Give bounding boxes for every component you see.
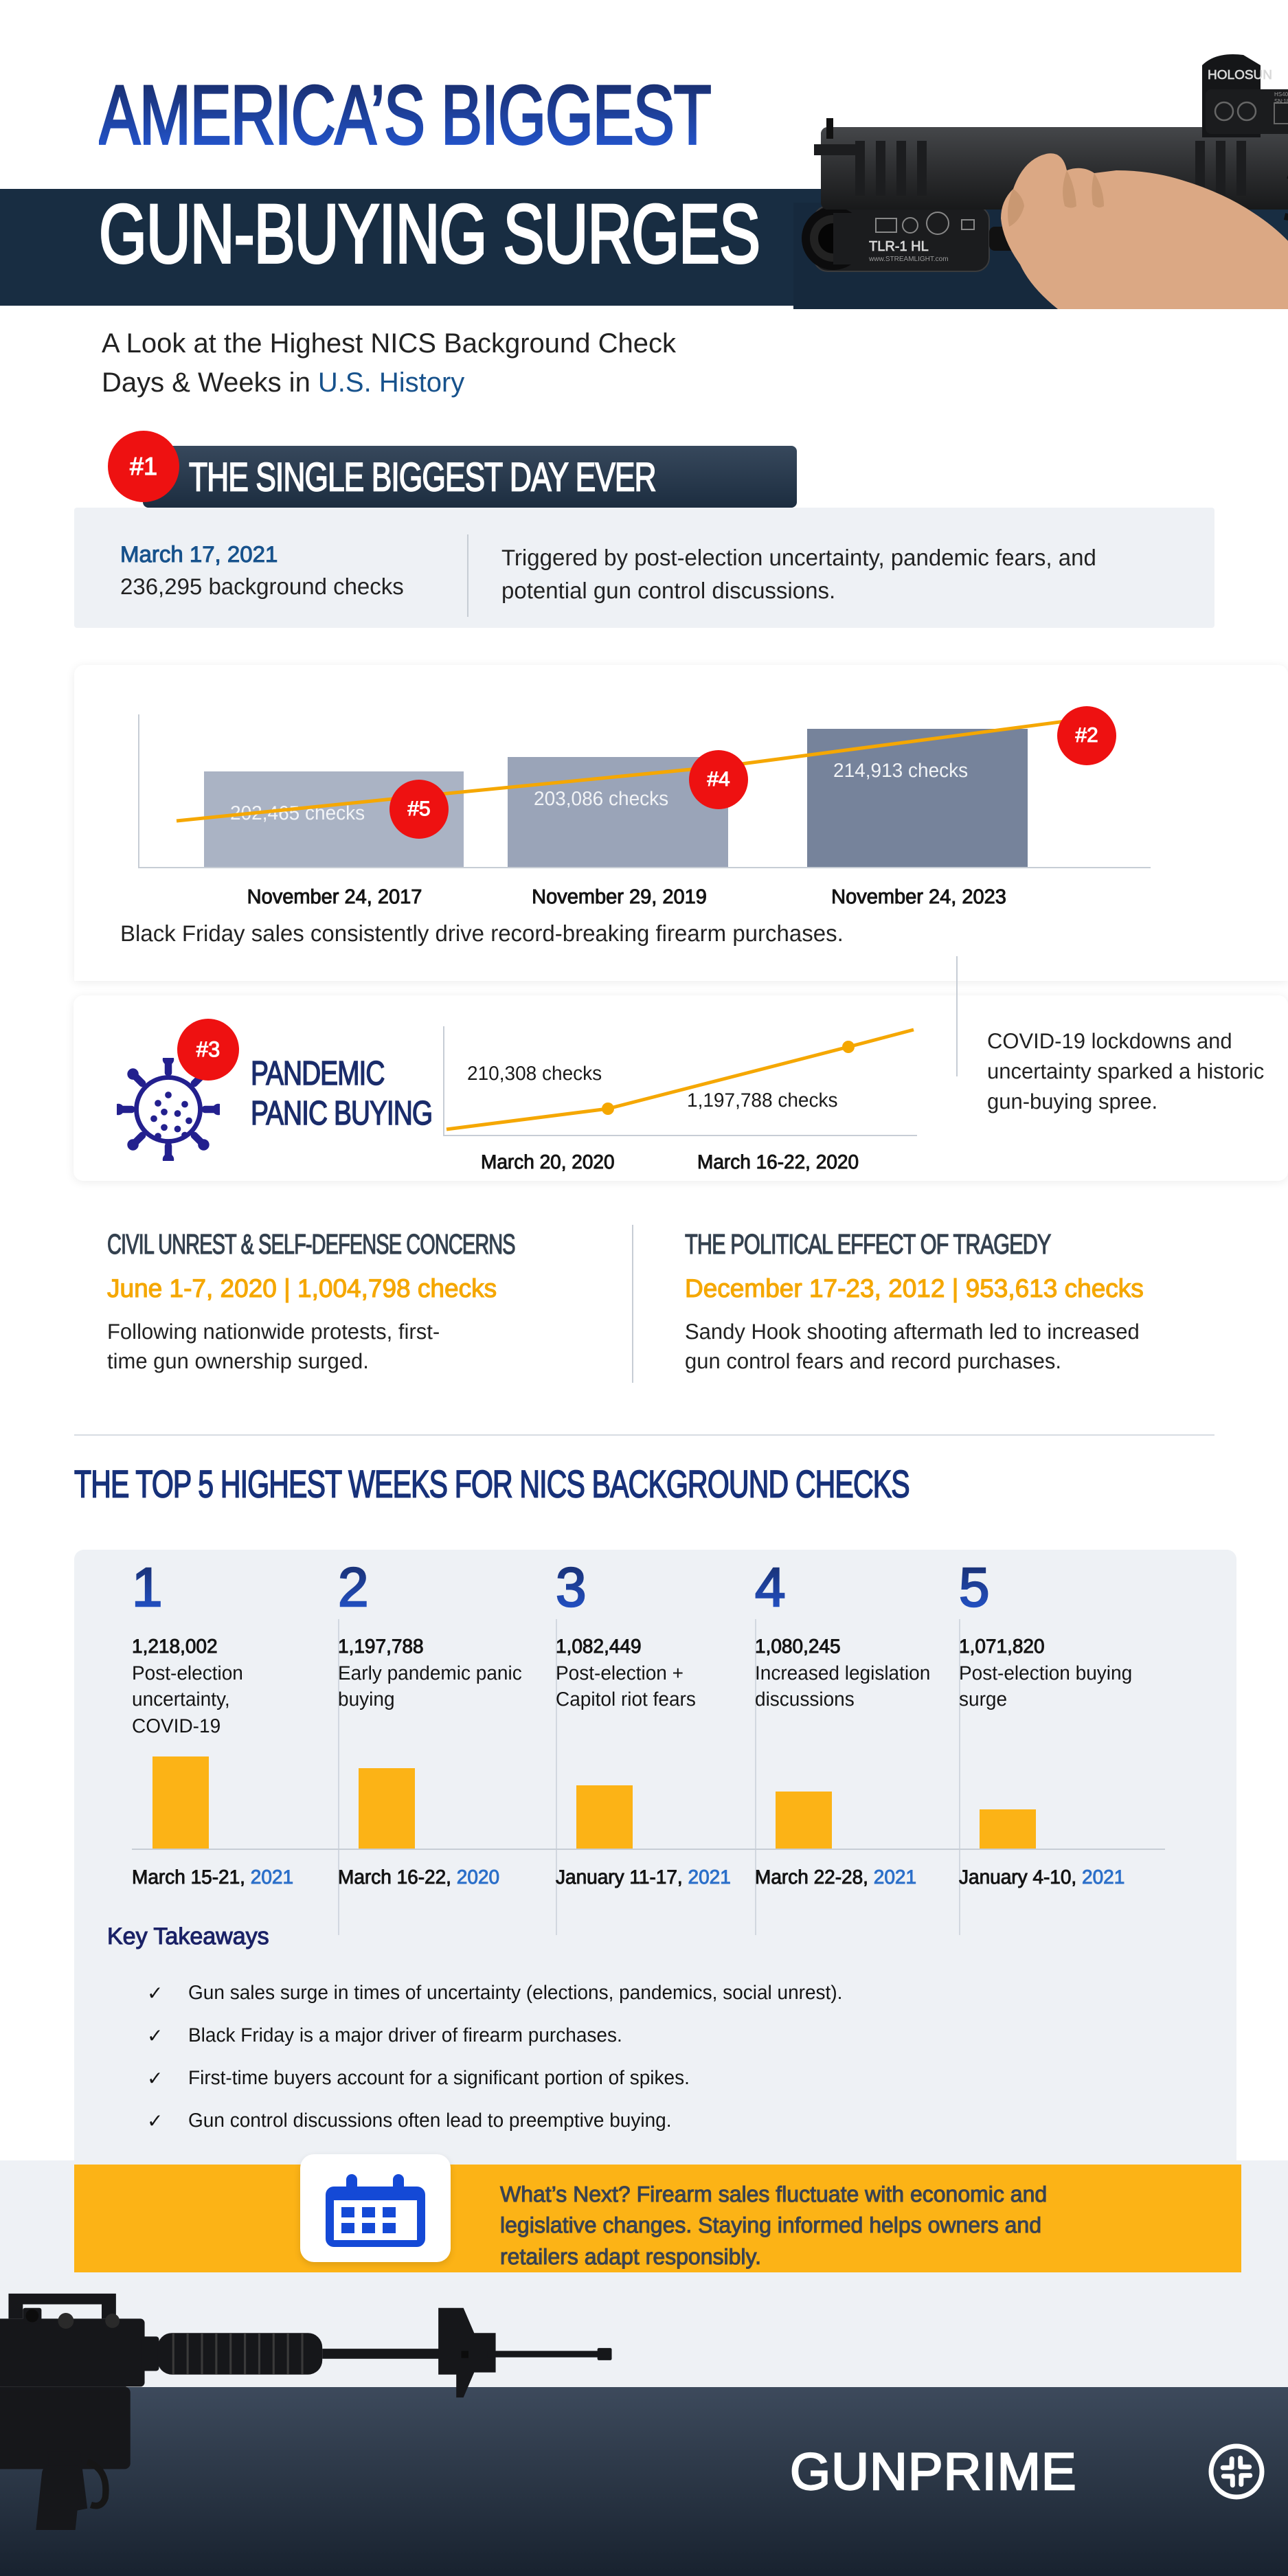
svg-text:GUNPRIME: GUNPRIME xyxy=(790,2443,1077,2501)
